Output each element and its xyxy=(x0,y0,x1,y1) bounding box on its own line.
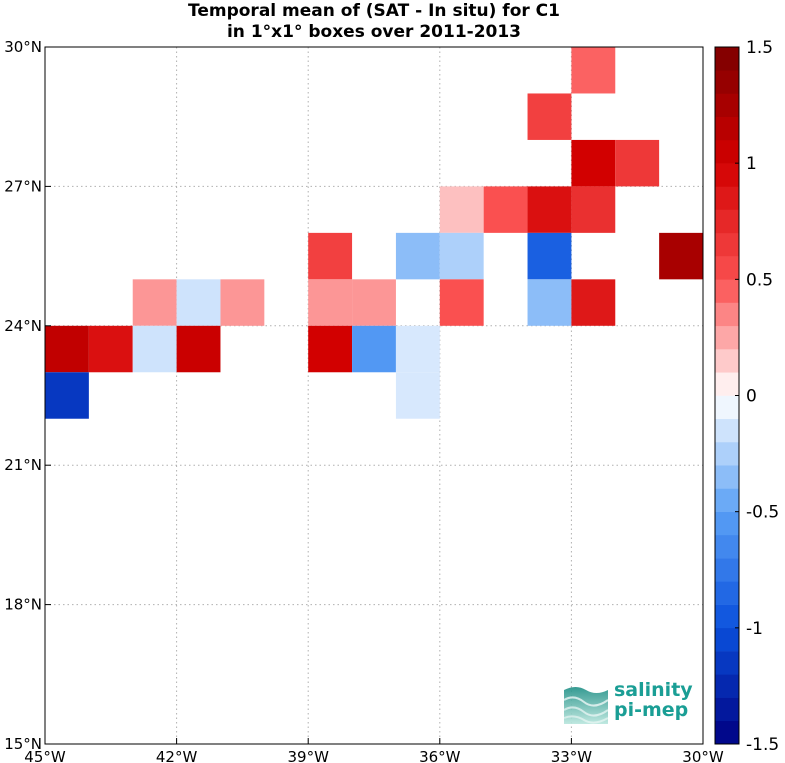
heatmap-cell xyxy=(45,325,89,373)
colorbar-segment xyxy=(715,232,739,257)
colorbar-segment xyxy=(715,534,739,559)
heatmap-cell xyxy=(571,47,616,94)
heatmap-cell xyxy=(439,279,484,326)
heatmap-cell xyxy=(88,325,133,373)
heatmap-cell xyxy=(220,279,265,326)
colorbar-segment xyxy=(715,465,739,489)
heatmap-cell xyxy=(45,372,89,419)
logo-text: salinity pi-mep xyxy=(614,680,693,720)
salinity-pi-mep-logo: salinity pi-mep xyxy=(562,680,697,730)
y-tick-label: 18°N xyxy=(4,596,42,614)
colorbar-segment xyxy=(715,511,739,536)
colorbar-tick-label: 0.5 xyxy=(746,270,773,290)
colorbar-tick-label: -1.5 xyxy=(746,735,779,755)
colorbar-segment xyxy=(715,325,739,350)
colorbar-segment xyxy=(715,395,739,420)
colorbar-segment xyxy=(715,186,739,210)
y-tick-label: 27°N xyxy=(4,177,42,195)
y-tick-label: 24°N xyxy=(4,317,42,335)
heatmap-cell xyxy=(395,372,440,419)
heatmap-cell xyxy=(527,93,572,140)
colorbar-tick-label: 1.5 xyxy=(746,38,773,58)
colorbar-segment xyxy=(715,441,739,466)
colorbar-segment xyxy=(715,70,739,94)
x-tick-label: 39°W xyxy=(287,748,329,763)
heatmap-cells xyxy=(45,47,703,419)
x-tick-label: 45°W xyxy=(24,748,66,763)
colorbar: 1.5 1 0.5 0 -0.5 -1 -1.5 xyxy=(714,38,779,755)
colorbar-tick-label: 1 xyxy=(746,154,757,174)
y-tick-label: 21°N xyxy=(4,456,42,474)
heatmap-cell xyxy=(308,279,353,326)
heatmap-cell xyxy=(352,279,396,326)
heatmap-cell xyxy=(439,232,484,280)
x-tick-label: 30°W xyxy=(682,748,724,763)
heatmap-cell xyxy=(527,186,572,233)
colorbar-segment xyxy=(715,604,739,629)
heatmap-cell xyxy=(176,279,221,326)
x-axis-ticks: 45°W 42°W 39°W 36°W 33°W 30°W xyxy=(24,738,724,763)
y-axis-ticks: 30°N 27°N 24°N 21°N 18°N 15°N xyxy=(4,38,51,753)
map-title-line-1: Temporal mean of (SAT - In situ) for C1 xyxy=(188,1,560,21)
colorbar-segment xyxy=(715,47,739,71)
colorbar-segment xyxy=(715,139,739,164)
colorbar-segment xyxy=(715,558,739,582)
heatmap-cell xyxy=(132,279,177,326)
heatmap-cell xyxy=(176,325,221,373)
colorbar-segment xyxy=(715,581,739,605)
waves-logo-icon xyxy=(563,687,609,724)
logo-line-1: salinity xyxy=(614,679,693,701)
heatmap-cell xyxy=(527,232,572,280)
colorbar-segment xyxy=(715,674,739,698)
y-tick-label: 30°N xyxy=(4,38,42,56)
colorbar-segment xyxy=(715,697,739,722)
heatmap-cell xyxy=(395,325,440,373)
heatmap-cell xyxy=(308,232,353,280)
heatmap-cell xyxy=(571,279,616,326)
colorbar-segment xyxy=(715,651,739,675)
heatmap-cell xyxy=(615,139,660,187)
colorbar-segment xyxy=(715,372,739,396)
colorbar-segment xyxy=(715,720,739,745)
colorbar-segment xyxy=(715,279,739,303)
heatmap-cell xyxy=(483,186,528,233)
colorbar-segment xyxy=(715,627,739,652)
map-title-line-2: in 1°x1° boxes over 2011-2013 xyxy=(226,22,522,42)
heatmap-cell xyxy=(308,325,353,373)
x-tick-label: 42°W xyxy=(156,748,198,763)
logo-line-2: pi-mep xyxy=(614,699,689,721)
colorbar-segment xyxy=(715,163,739,187)
heatmap-cell xyxy=(439,186,484,233)
colorbar-tick-label: 0 xyxy=(746,387,757,407)
heatmap-cell xyxy=(571,139,616,187)
colorbar-segment xyxy=(715,302,739,327)
colorbar-segment xyxy=(715,349,739,373)
heatmap-cell xyxy=(352,325,396,373)
colorbar-tick-label: -0.5 xyxy=(746,503,779,523)
heatmap-cell xyxy=(132,325,177,373)
heatmap-cell xyxy=(571,186,616,233)
heatmap-cell xyxy=(659,232,703,280)
y-tick-label: 15°N xyxy=(4,735,42,753)
colorbar-segment xyxy=(715,256,739,280)
heatmap-cell xyxy=(395,232,440,280)
colorbar-segment xyxy=(715,209,739,234)
x-tick-label: 33°W xyxy=(551,748,593,763)
colorbar-segment xyxy=(715,418,739,443)
colorbar-segment xyxy=(715,488,739,512)
map-frame xyxy=(44,46,704,745)
colorbar-tick-label: -1 xyxy=(746,619,763,639)
x-tick-label: 36°W xyxy=(419,748,461,763)
colorbar-segment xyxy=(715,93,739,117)
colorbar-segment xyxy=(715,116,739,141)
heatmap-cell xyxy=(527,279,572,326)
